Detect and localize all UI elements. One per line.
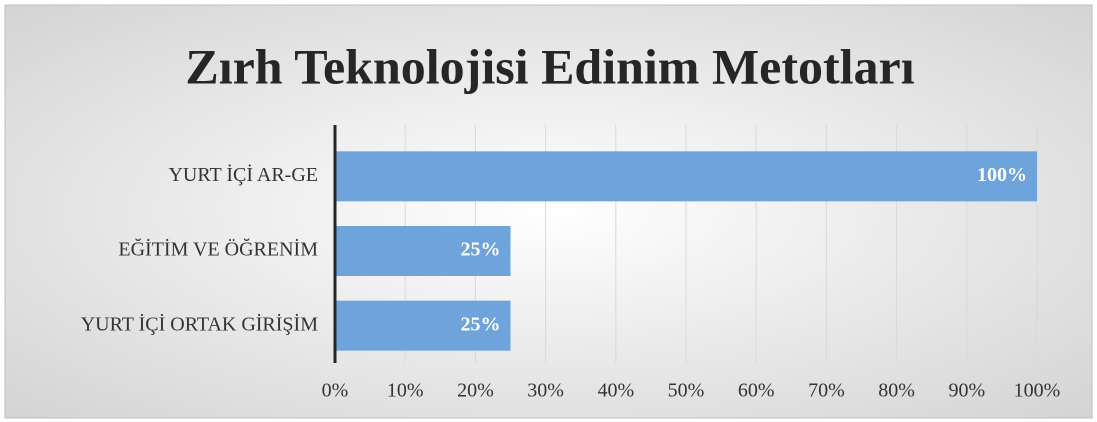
x-tick-label: 100% [1014,380,1061,402]
data-label: 25% [461,313,501,335]
x-tick-label: 70% [808,380,845,402]
x-tick-label: 20% [457,380,494,402]
bar [335,300,511,351]
x-tick-label: 10% [387,380,424,402]
y-tick-label: YURT İÇİ ORTAK GİRİŞİM [81,312,319,335]
y-tick-label: EĞİTİM VE ÖĞRENİM [118,238,318,261]
x-tick-label: 90% [948,380,985,402]
x-tick-label: 60% [738,380,775,402]
bar [335,151,1037,202]
data-label: 25% [461,239,501,261]
data-label: 100% [977,164,1027,186]
x-tick-label: 50% [668,380,705,402]
x-tick-label: 30% [527,380,564,402]
x-tick-label: 80% [878,380,915,402]
chart-background [4,4,1093,419]
chart-title: Zırh Teknolojisi Edinim Metotları [185,38,914,94]
x-tick-label: 0% [322,380,349,402]
bar [335,226,511,276]
y-tick-label: YURT İÇİ AR-GE [168,163,318,186]
x-tick-label: 40% [597,380,634,402]
